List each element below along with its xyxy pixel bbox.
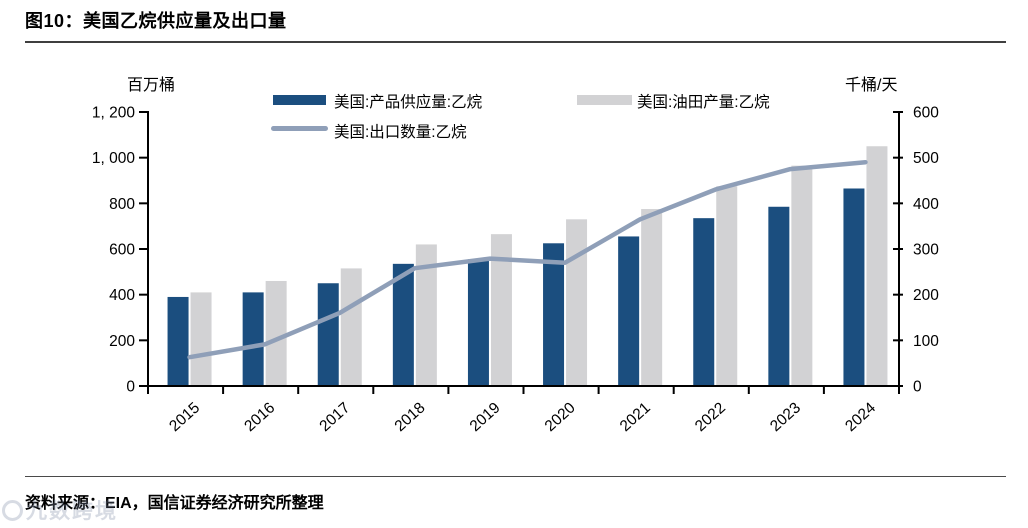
- right-axis-unit: 千桶/天: [845, 77, 898, 94]
- x-axis-label-2024: 2024: [842, 399, 879, 435]
- legend-label-supply: 美国:产品供应量:乙烷: [334, 94, 483, 111]
- legend-swatch-field-production: [577, 95, 632, 105]
- bar-field-production-2017: [340, 268, 362, 386]
- legend-label-field-production: 美国:油田产量:乙烷: [637, 94, 770, 111]
- right-axis-tick-label: 0: [913, 379, 922, 396]
- bar-supply-2021: [618, 236, 640, 386]
- x-axis-label-2015: 2015: [166, 399, 203, 435]
- bar-supply-2023: [768, 206, 790, 386]
- footer-divider: [25, 476, 1006, 477]
- legend-swatch-export-line: [271, 126, 328, 131]
- bar-field-production-2018: [415, 244, 437, 386]
- bar-supply-2015: [167, 296, 189, 386]
- left-axis-unit: 百万桶: [127, 77, 176, 94]
- figure-title: 图10：美国乙烷供应量及出口量: [25, 11, 287, 31]
- x-axis-label-2023: 2023: [767, 399, 804, 435]
- watermark-logo-icon: [2, 499, 23, 521]
- bar-field-production-2021: [641, 209, 663, 386]
- bar-field-production-2015: [190, 292, 212, 386]
- legend-label-export: 美国:出口数量:乙烷: [334, 124, 467, 141]
- right-axis-tick-label: 300: [913, 242, 939, 259]
- bar-supply-2017: [317, 283, 339, 386]
- bar-supply-2019: [467, 259, 489, 386]
- right-axis-tick-label: 400: [913, 196, 939, 213]
- bar-supply-2016: [242, 292, 264, 386]
- right-axis-tick-label: 100: [913, 333, 939, 350]
- bar-field-production-2023: [791, 165, 813, 386]
- title-divider: [25, 41, 1006, 43]
- bar-supply-2018: [392, 263, 414, 386]
- left-axis-tick-label: 1, 000: [92, 150, 135, 167]
- right-axis-tick-label: 600: [913, 105, 939, 122]
- bar-supply-2024: [843, 188, 865, 386]
- export-line: [187, 159, 868, 360]
- bar-supply-2022: [693, 218, 715, 386]
- left-axis-tick-label: 200: [109, 333, 135, 350]
- bar-field-production-2016: [265, 280, 287, 386]
- left-axis-tick-label: 1, 200: [92, 105, 135, 122]
- left-axis-tick-label: 600: [109, 242, 135, 259]
- x-axis-label-2016: 2016: [241, 399, 278, 435]
- x-axis-label-2021: 2021: [617, 399, 654, 435]
- right-axis-tick-label: 500: [913, 150, 939, 167]
- x-axis-label-2022: 2022: [692, 399, 729, 435]
- left-axis-tick-label: 800: [109, 196, 135, 213]
- left-axis-tick-label: 400: [109, 287, 135, 304]
- bar-field-production-2019: [490, 234, 512, 386]
- x-axis-label-2018: 2018: [392, 399, 429, 435]
- bar-field-production-2020: [566, 219, 588, 386]
- x-axis-label-2019: 2019: [467, 399, 504, 435]
- bar-supply-2020: [543, 243, 565, 386]
- watermark-text: 九数跨境: [26, 500, 118, 523]
- x-axis-label-2017: 2017: [316, 399, 353, 435]
- source-note: 资料来源：EIA，国信证券经济研究所整理: [25, 495, 324, 512]
- x-axis-label-2020: 2020: [542, 399, 579, 435]
- legend-swatch-supply: [273, 95, 326, 105]
- bar-field-production-2024: [866, 146, 888, 386]
- bar-field-production-2022: [716, 186, 738, 386]
- watermark: 九数跨境: [2, 495, 118, 525]
- right-axis-tick-label: 200: [913, 287, 939, 304]
- left-axis-tick-label: 0: [126, 379, 135, 396]
